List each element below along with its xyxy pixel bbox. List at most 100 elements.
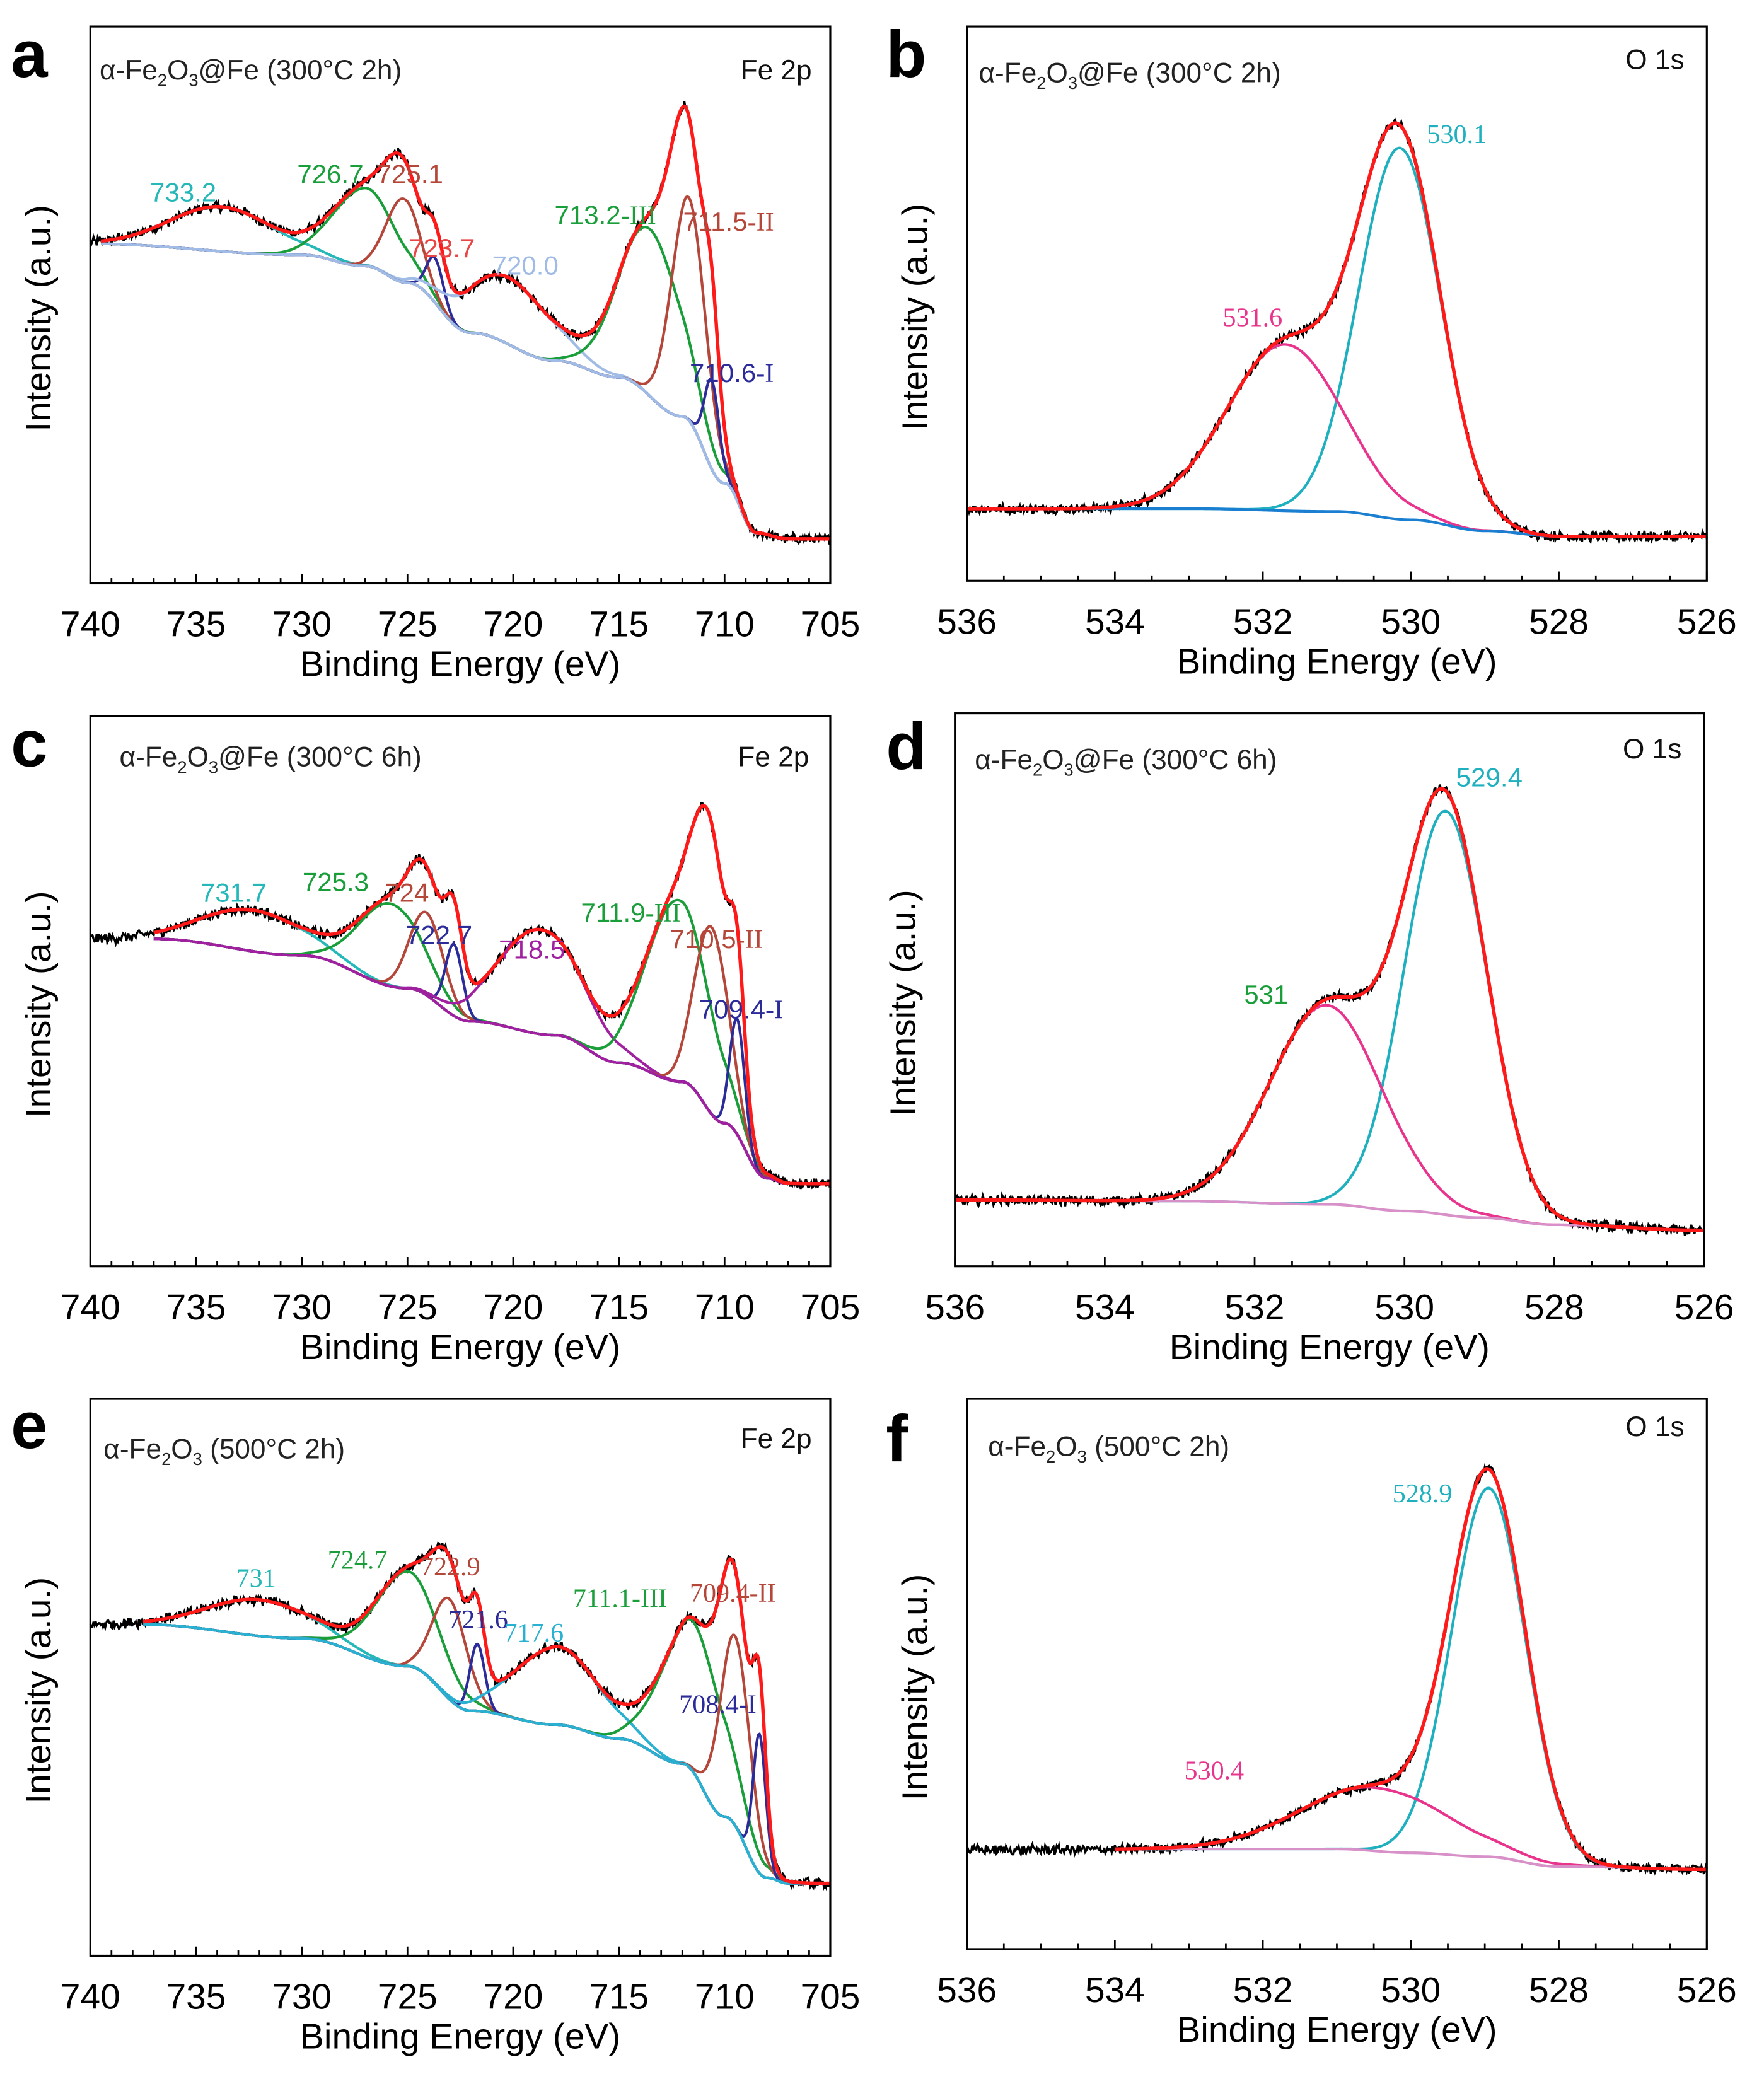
component-peak-528.9 — [1115, 1488, 1707, 1870]
component-peak-717.6 — [143, 1625, 830, 1884]
peak-label: 709.4-II — [690, 1579, 776, 1608]
panel-e: 740 735 730 725 720 715 710 705 Binding Energy (… — [11, 1389, 860, 2057]
core-level-label: O 1s — [1625, 44, 1684, 75]
peak-label: 724 — [385, 878, 429, 907]
x-tick-label: 526 — [1677, 1971, 1737, 2010]
component-peak-709.4-I — [154, 939, 830, 1183]
x-tick-label: 730 — [272, 1978, 332, 2017]
y-axis-label: Intensity (a.u.) — [896, 204, 936, 431]
x-tick-label: 534 — [1085, 602, 1145, 642]
panel-title: α-Fe2O3@Fe (300°C 2h) — [979, 57, 1281, 93]
x-tick-label: 725 — [378, 605, 438, 645]
x-tick-label: 735 — [166, 605, 226, 645]
panel-b: 536 534 532 530 528 526 Binding Energy (eV) Int… — [886, 18, 1736, 682]
x-axis-label: Binding Energy (eV) — [300, 2017, 620, 2057]
core-level-label: Fe 2p — [738, 742, 809, 773]
fit-envelope-line — [967, 123, 1707, 536]
x-tick-label: 740 — [61, 1288, 120, 1328]
plot-frame — [90, 1399, 830, 1955]
x-tick-label: 720 — [484, 1978, 543, 2017]
peak-label: 717.6 — [504, 1619, 564, 1648]
peak-label: 528.9 — [1393, 1480, 1453, 1509]
x-tick-label: 532 — [1233, 602, 1293, 642]
x-tick-label: 720 — [484, 605, 543, 645]
x-tick-label: 526 — [1674, 1288, 1734, 1328]
panel-letter: f — [886, 1402, 908, 1476]
peak-label: 709.4-I — [699, 994, 783, 1024]
component-peak-708.4-I — [143, 1625, 830, 1884]
x-tick-label: 715 — [589, 1978, 649, 2017]
x-tick-label: 740 — [61, 1978, 120, 2017]
x-tick-label: 526 — [1677, 602, 1737, 642]
panel-letter: e — [11, 1389, 47, 1463]
peak-label: 531 — [1244, 980, 1288, 1009]
x-tick-label: 735 — [166, 1978, 226, 2017]
x-tick-label: 725 — [378, 1978, 438, 2017]
y-axis-label: Intensity (a.u.) — [19, 1577, 59, 1804]
plot-frame — [955, 714, 1704, 1266]
x-tick-label: 534 — [1075, 1288, 1135, 1328]
peak-label: 725.3 — [303, 867, 369, 896]
panel-c: 740 735 730 725 720 715 710 705 Binding Energy (… — [11, 707, 860, 1367]
peak-label: 710.5-II — [670, 924, 762, 954]
y-axis-label: Intensity (a.u.) — [19, 891, 59, 1118]
core-level-label: O 1s — [1625, 1411, 1684, 1442]
x-tick-label: 710 — [695, 605, 755, 645]
x-tick-label: 530 — [1374, 1288, 1434, 1328]
x-tick-label: 705 — [801, 1978, 861, 2017]
component-peak-709.4-II — [143, 1625, 830, 1884]
x-axis-label: Binding Energy (eV) — [1176, 642, 1497, 682]
panel-a: 740 735 730 725 720 715 710 705 Binding Energy (… — [11, 18, 860, 685]
x-axis-label: Binding Energy (eV) — [300, 645, 620, 685]
x-tick-label: 532 — [1233, 1971, 1293, 2010]
x-tick-label: 536 — [937, 602, 997, 642]
x-tick-label: 532 — [1225, 1288, 1285, 1328]
x-tick-label: 715 — [589, 1288, 649, 1328]
panel-f: 536 534 532 530 528 526 Binding Energy (eV) Int… — [886, 1399, 1736, 2050]
x-tick-label: 715 — [589, 605, 649, 645]
raw-data-line — [955, 785, 1704, 1236]
x-tick-label: 536 — [937, 1971, 997, 2010]
x-tick-label: 730 — [272, 1288, 332, 1328]
x-tick-label: 705 — [801, 605, 861, 645]
fit-envelope-line — [955, 789, 1704, 1230]
x-tick-label: 710 — [695, 1978, 755, 2017]
raw-data-line — [967, 120, 1707, 542]
panel-letter: c — [11, 707, 47, 781]
x-tick-label: 740 — [61, 605, 120, 645]
panel-letter: b — [886, 18, 926, 91]
x-tick-label: 705 — [801, 1288, 861, 1328]
peak-label: 710.6-I — [690, 358, 774, 388]
x-axis-label: Binding Energy (eV) — [300, 1328, 620, 1367]
panel-title: α-Fe2O3 (500°C 2h) — [103, 1434, 345, 1469]
peak-label: 711.5-II — [683, 207, 774, 237]
x-tick-label: 530 — [1381, 602, 1441, 642]
core-level-label: O 1s — [1623, 734, 1681, 765]
peak-label: 711.9-III — [581, 898, 681, 928]
peak-label: 711.1-III — [573, 1584, 667, 1613]
core-level-label: Fe 2p — [741, 55, 812, 86]
peak-label: 724.7 — [328, 1546, 388, 1575]
peak-label: 718.5 — [499, 935, 565, 964]
raw-data-line — [967, 1466, 1707, 1874]
x-tick-label: 528 — [1529, 602, 1589, 642]
component-peak-529.4 — [955, 811, 1704, 1231]
peak-label: 530.4 — [1185, 1757, 1245, 1786]
panel-d: 536 534 532 530 528 526 Binding Energy (eV) Int… — [884, 710, 1734, 1367]
x-tick-label: 534 — [1085, 1971, 1145, 2010]
x-tick-label: 528 — [1524, 1288, 1584, 1328]
x-tick-label: 528 — [1529, 1971, 1589, 2010]
peak-label: 529.4 — [1456, 762, 1523, 792]
component-peak-721.6 — [143, 1625, 830, 1884]
peak-label: 530.1 — [1427, 120, 1487, 149]
x-tick-label: 730 — [272, 605, 332, 645]
component-peak-530.1 — [967, 148, 1707, 536]
plot-frame — [967, 26, 1707, 581]
peak-label: 723.7 — [409, 233, 475, 263]
x-tick-label: 530 — [1381, 1971, 1441, 2010]
peak-label: 720.0 — [492, 250, 559, 280]
core-level-label: Fe 2p — [741, 1423, 812, 1454]
panel-letter: d — [886, 710, 926, 784]
peak-label: 733.2 — [150, 178, 216, 207]
y-axis-label: Intensity (a.u.) — [884, 889, 924, 1116]
